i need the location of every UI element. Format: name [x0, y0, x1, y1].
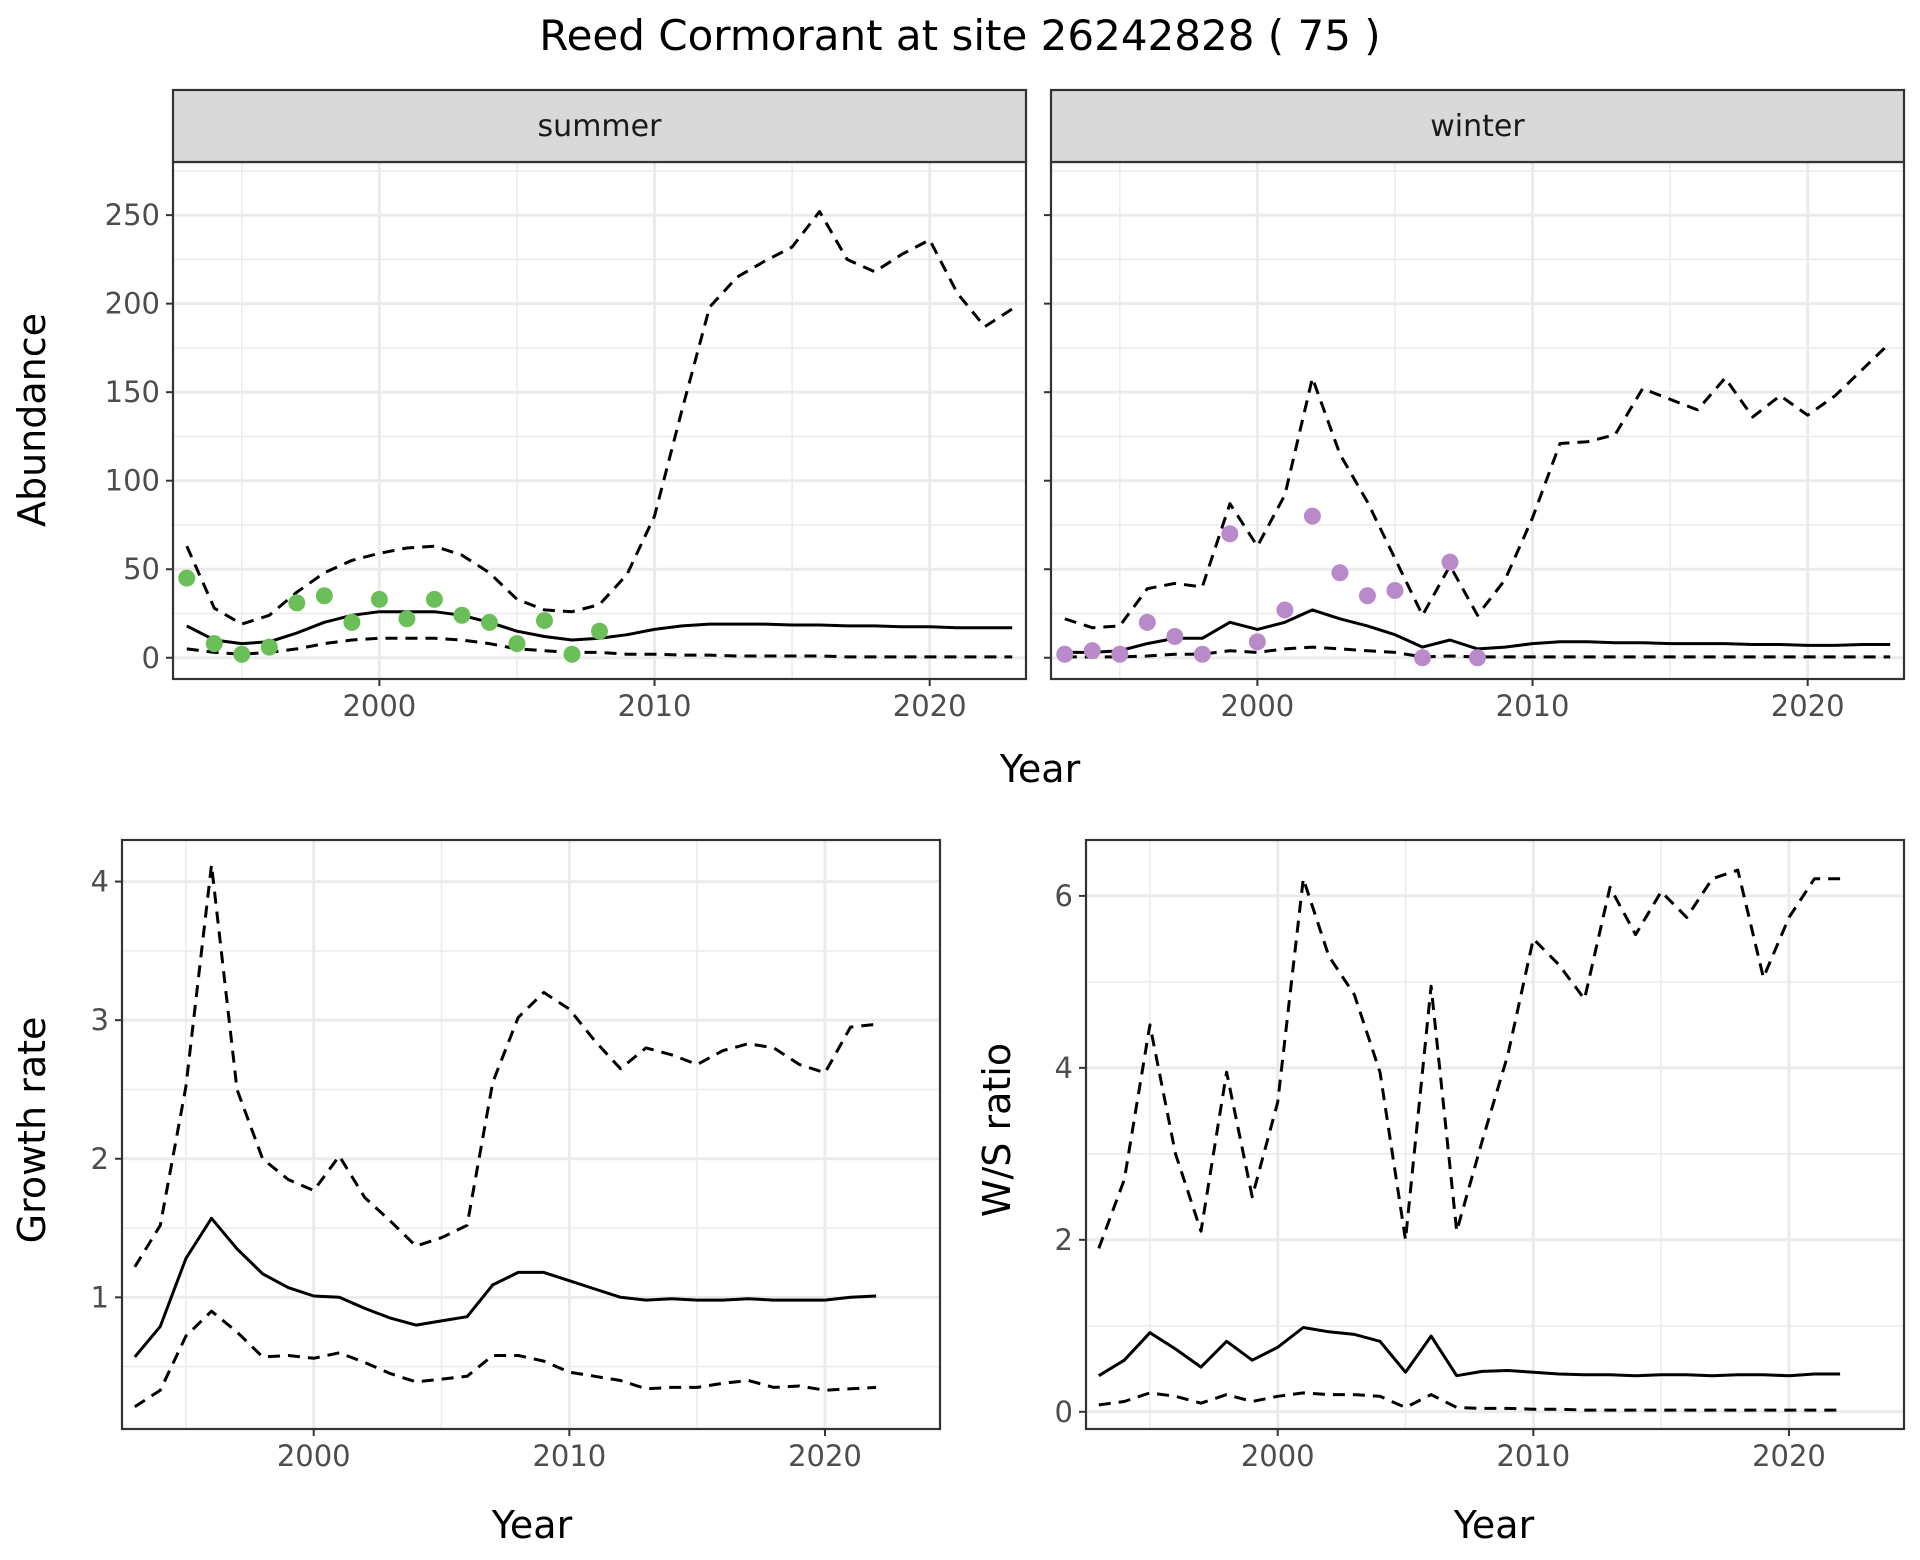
- observed-count-point: [591, 622, 608, 640]
- estimate-line: [133, 1216, 877, 1358]
- x-tick-label: 2000: [1220, 689, 1294, 723]
- observed-count-point: [1413, 649, 1431, 667]
- growth-rate-panel: 2000 2010 2020 1 2 3 4: [91, 838, 942, 1473]
- x-tick-label: 2020: [1771, 689, 1845, 723]
- y-tick-label: 100: [105, 464, 160, 498]
- estimate-line: [1098, 1326, 1841, 1378]
- observed-count-point: [343, 613, 361, 631]
- y-tick-label: 2: [91, 1142, 109, 1176]
- observed-count-point: [1221, 525, 1239, 543]
- ws-ratio-x-axis-title: Year: [1453, 1503, 1535, 1547]
- observed-count-point: [1138, 613, 1156, 631]
- observed-count-point: [260, 638, 278, 656]
- y-tick-label: 6: [1055, 879, 1073, 913]
- observed-count-point: [480, 613, 498, 631]
- growth-rate-x-axis-title: Year: [491, 1503, 573, 1547]
- growth-rate-y-axis-title: Growth rate: [10, 1017, 54, 1244]
- confidence-bound-line: [1097, 868, 1841, 1249]
- x-tick-label: 2000: [342, 689, 416, 723]
- x-tick-label: 2010: [532, 1439, 606, 1473]
- observed-count-point: [425, 590, 443, 608]
- x-tick-label: 2010: [618, 689, 692, 723]
- y-tick-label: 250: [105, 198, 160, 232]
- observed-count-point: [508, 635, 526, 653]
- y-tick-label: 1: [91, 1280, 109, 1314]
- observed-count-point: [1469, 649, 1486, 667]
- y-tick-label: 4: [1055, 1051, 1073, 1085]
- observed-count-point: [398, 610, 416, 628]
- observed-count-point: [563, 645, 581, 663]
- x-tick-label: 2020: [893, 689, 967, 723]
- observed-count-point: [1303, 507, 1321, 525]
- facet-strip-label: summer: [538, 109, 663, 144]
- observed-count-point: [315, 587, 333, 605]
- y-tick-label: 0: [142, 641, 160, 675]
- observed-count-point: [178, 569, 196, 587]
- panel-border: [120, 838, 942, 1431]
- observed-count-point: [1331, 564, 1349, 582]
- figure-title: Reed Cormorant at site 26242828 ( 75 ): [539, 11, 1380, 60]
- y-tick-label: 200: [105, 287, 160, 321]
- ws-ratio-y-axis-title: W/S ratio: [975, 1043, 1019, 1217]
- confidence-bound-line: [186, 636, 1013, 659]
- ws-ratio-panel: 2000 2010 2020 0 2 4 6: [1055, 838, 1906, 1473]
- panel-border: [1084, 838, 1906, 1431]
- facet-strip-label: winter: [1430, 109, 1525, 144]
- observed-count-point: [1441, 553, 1459, 571]
- estimate-line: [1064, 608, 1891, 654]
- observed-count-point: [1276, 601, 1294, 619]
- facet-strip: [1049, 88, 1906, 164]
- y-tick-label: 3: [91, 1003, 109, 1037]
- observed-count-point: [288, 594, 306, 612]
- facet-strip: [171, 88, 1028, 164]
- observed-count-point: [1193, 645, 1211, 663]
- y-tick-label: 50: [123, 552, 160, 586]
- x-tick-label: 2010: [1496, 1439, 1570, 1473]
- abundance-x-axis-title: Year: [999, 747, 1081, 791]
- y-tick-label: 0: [1055, 1395, 1073, 1429]
- observed-count-point: [1166, 628, 1184, 646]
- observed-count-point: [453, 606, 471, 624]
- observed-count-point: [370, 590, 388, 608]
- observed-count-point: [1248, 633, 1266, 651]
- y-tick-label: 150: [105, 375, 160, 409]
- observed-count-point: [205, 635, 223, 653]
- summer-panel: 2000 2010 2020 0 50 100 150 200 250 summer: [105, 88, 1028, 723]
- observed-count-point: [535, 612, 553, 630]
- confidence-bound-line: [1098, 1391, 1841, 1412]
- observed-count-point: [1083, 642, 1101, 660]
- confidence-bound-line: [1064, 645, 1891, 659]
- confidence-bound-line: [133, 1309, 877, 1409]
- observed-count-point: [233, 645, 251, 663]
- abundance-y-axis-title: Abundance: [10, 313, 54, 527]
- observed-count-point: [1111, 645, 1129, 663]
- x-tick-label: 2020: [788, 1439, 862, 1473]
- x-tick-label: 2020: [1752, 1439, 1826, 1473]
- x-tick-label: 2010: [1496, 689, 1570, 723]
- observed-count-point: [1056, 645, 1074, 663]
- x-tick-label: 2000: [277, 1439, 351, 1473]
- x-tick-label: 2000: [1241, 1439, 1315, 1473]
- y-tick-label: 4: [91, 865, 109, 899]
- y-tick-label: 2: [1055, 1223, 1073, 1257]
- observed-count-point: [1358, 587, 1376, 605]
- observed-count-point: [1386, 581, 1404, 599]
- confidence-bound-line: [133, 863, 877, 1268]
- confidence-bound-line: [1064, 341, 1892, 630]
- winter-panel: 2000 2010 2020 winter: [1044, 88, 1906, 723]
